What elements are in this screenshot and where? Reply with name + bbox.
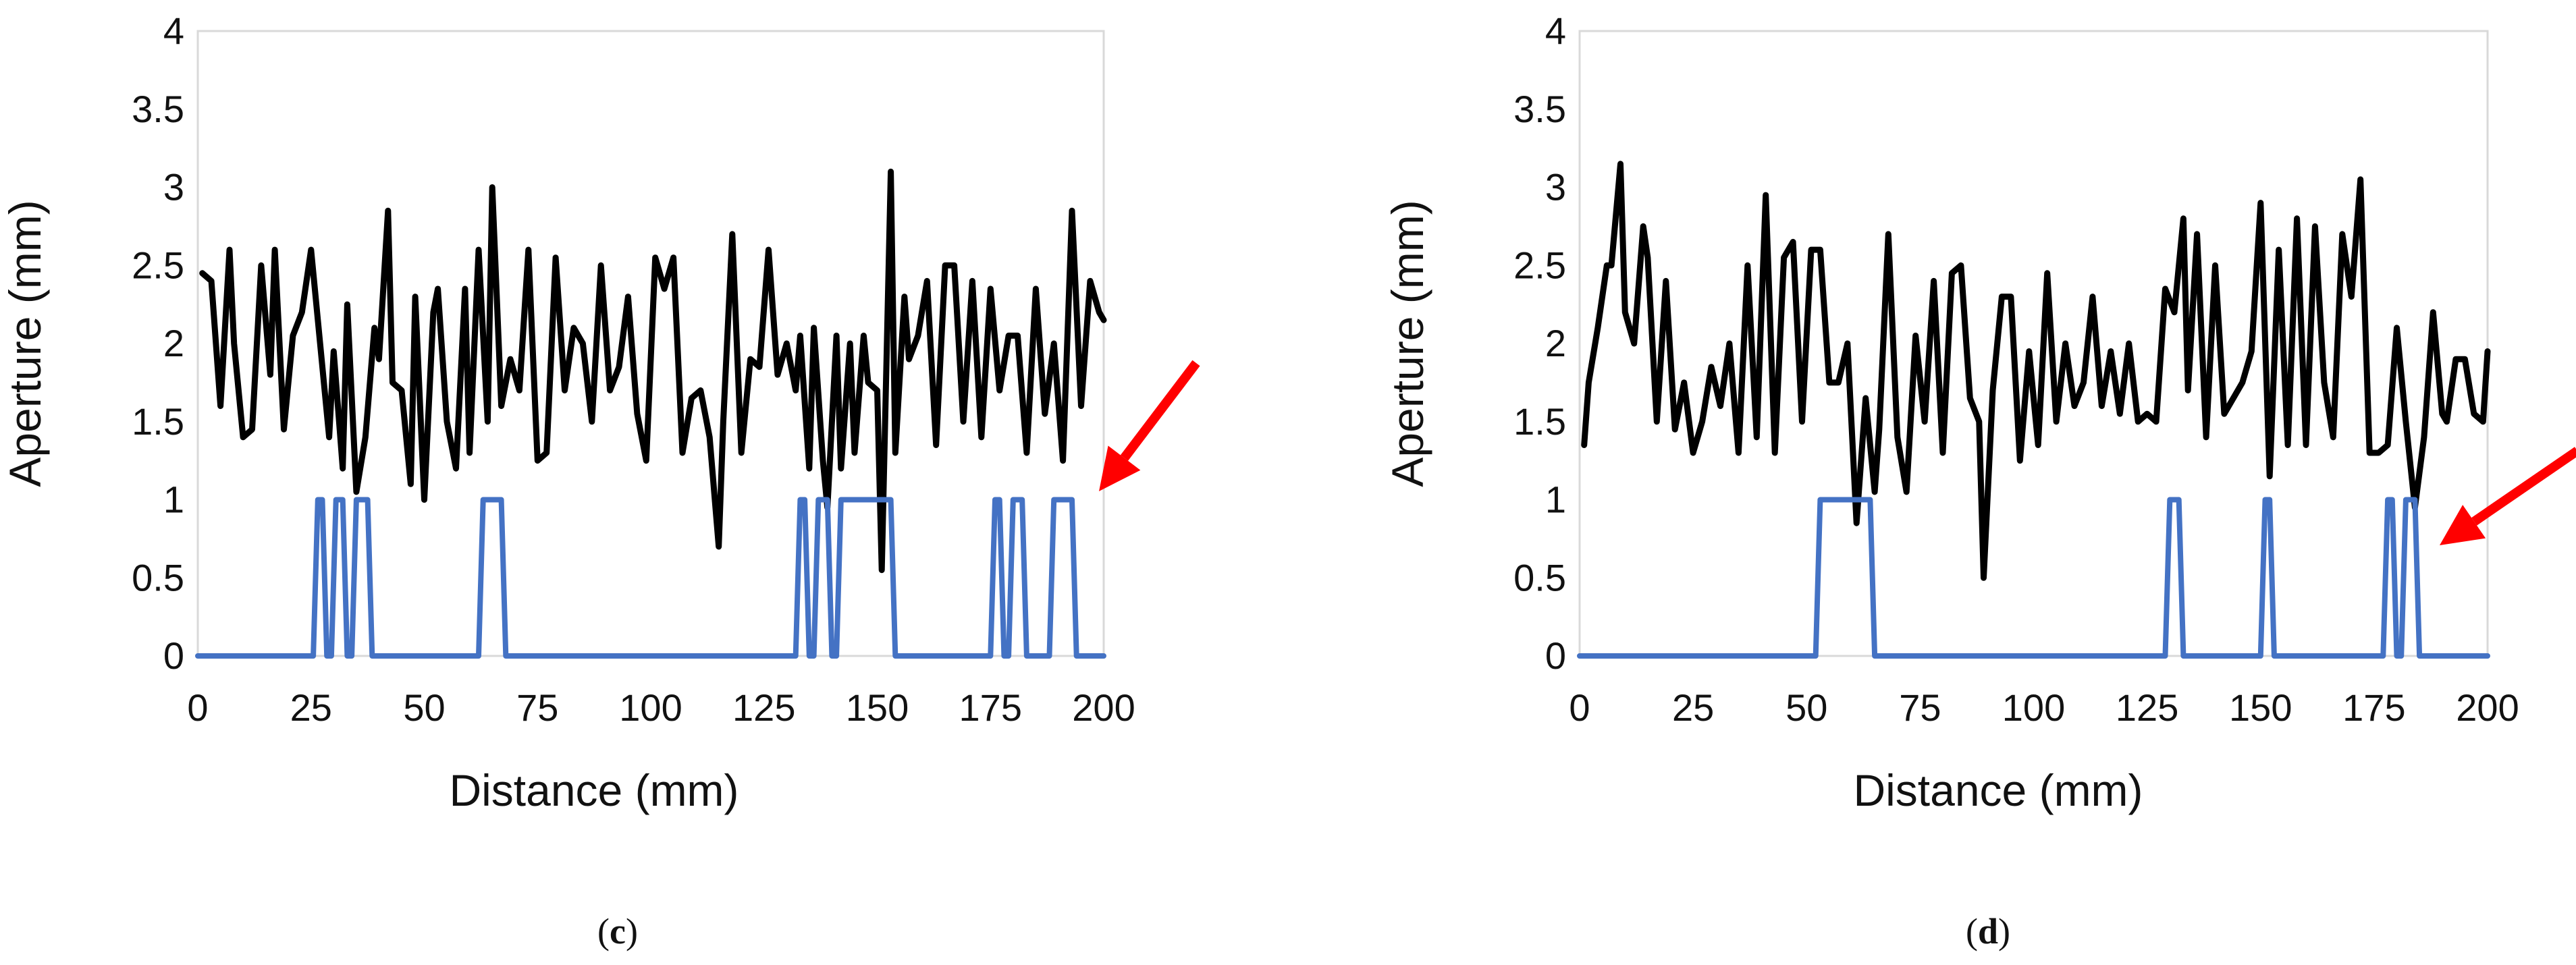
aperture-series-line xyxy=(199,168,1107,574)
x-tick-label: 200 xyxy=(2456,686,2519,729)
x-tick-label: 0 xyxy=(1569,686,1590,729)
y-tick-label: 0.5 xyxy=(1513,556,1566,599)
y-tick-label: 1 xyxy=(1545,478,1566,521)
red-arrow-head xyxy=(2440,505,2486,545)
y-tick-label: 1.5 xyxy=(132,400,184,443)
x-tick-label: 75 xyxy=(1899,686,1941,729)
panel-caption: (d) xyxy=(1966,911,2010,952)
y-tick-label: 1.5 xyxy=(1513,400,1566,443)
y-tick-label: 3.5 xyxy=(1513,88,1566,130)
x-tick-label: 25 xyxy=(1672,686,1714,729)
y-axis-title: Aperture (mm) xyxy=(1383,200,1432,487)
x-tick-label: 25 xyxy=(290,686,332,729)
x-tick-label: 150 xyxy=(2229,686,2292,729)
y-tick-label: 2 xyxy=(1545,322,1566,364)
x-tick-label: 125 xyxy=(2116,686,2178,729)
x-tick-label: 0 xyxy=(187,686,208,729)
x-tick-label: 100 xyxy=(619,686,682,729)
x-tick-label: 175 xyxy=(959,686,1022,729)
y-tick-label: 0 xyxy=(163,634,184,677)
x-tick-label: 200 xyxy=(1072,686,1135,729)
x-axis-title: Distance (mm) xyxy=(1853,765,2143,815)
red-arrow-shaft xyxy=(1120,360,1200,461)
indicator-series-line xyxy=(195,497,1106,659)
plot-area-frame xyxy=(1578,30,2489,657)
y-tick-label: 3 xyxy=(163,166,184,209)
x-tick-label: 100 xyxy=(2002,686,2065,729)
y-tick-label: 1 xyxy=(163,478,184,521)
indicator-series-line xyxy=(1577,497,2490,659)
y-axis-title: Aperture (mm) xyxy=(0,200,50,487)
y-tick-label: 3.5 xyxy=(132,88,184,130)
x-tick-label: 50 xyxy=(403,686,445,729)
y-tick-label: 2 xyxy=(163,322,184,364)
y-tick-label: 0 xyxy=(1545,634,1566,677)
x-axis-title: Distance (mm) xyxy=(449,765,739,815)
red-arrow-head xyxy=(1099,445,1141,491)
y-tick-label: 4 xyxy=(1545,9,1566,52)
y-tick-label: 2.5 xyxy=(1513,244,1566,286)
panel-caption: (c) xyxy=(597,911,638,952)
y-tick-label: 4 xyxy=(163,9,184,52)
y-tick-label: 3 xyxy=(1545,166,1566,209)
x-tick-label: 150 xyxy=(846,686,909,729)
x-tick-label: 125 xyxy=(732,686,795,729)
panel-caption-letter: d xyxy=(1978,911,1998,952)
red-arrow-shaft xyxy=(2471,447,2576,526)
chart-panel-d: 0 0.5 1 1.5 2 2.5 3 3.5 4 0 25 50 75 100 125 150 175 200 D… xyxy=(1383,9,2576,952)
panel-caption-letter: c xyxy=(610,911,626,952)
x-tick-label: 50 xyxy=(1786,686,1827,729)
y-tick-label: 2.5 xyxy=(132,244,184,286)
x-tick-label: 175 xyxy=(2342,686,2405,729)
y-tick-label: 0.5 xyxy=(132,556,184,599)
aperture-series-line xyxy=(1581,161,2491,581)
x-tick-label: 75 xyxy=(516,686,558,729)
chart-panel-c: 0 0.5 1 1.5 2 2.5 3 3.5 4 0 25 50 75 100 125 150 175 200 D… xyxy=(0,9,1200,952)
